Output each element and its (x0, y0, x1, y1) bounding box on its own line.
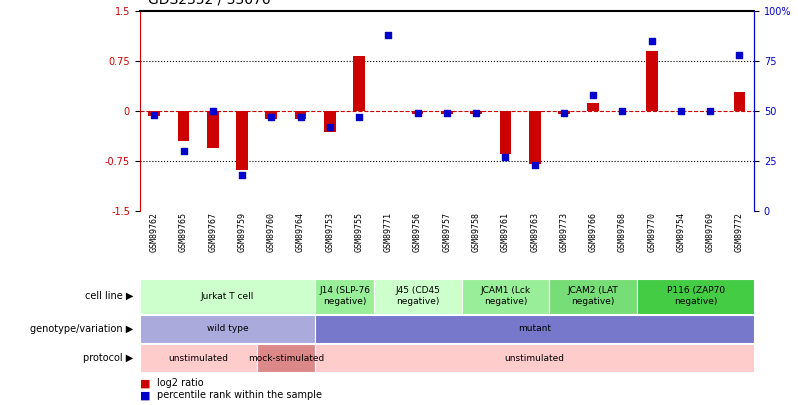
Text: GSM89767: GSM89767 (208, 212, 217, 252)
Point (616, 108, 629, 114)
Text: GDS2352 / 33676: GDS2352 / 33676 (148, 0, 271, 6)
Text: percentile rank within the sample: percentile rank within the sample (157, 390, 322, 401)
Bar (315, 315, 754, 343)
Bar (373, 279, 461, 313)
Bar (148, 111, 160, 116)
Text: wild type: wild type (207, 324, 248, 333)
Point (353, 113, 365, 120)
Text: GSM89762: GSM89762 (150, 212, 159, 252)
Bar (637, 279, 754, 313)
Text: ■: ■ (140, 378, 150, 388)
Point (294, 113, 307, 120)
Bar (354, 56, 365, 111)
Point (646, 37, 658, 44)
Point (148, 111, 160, 118)
Bar (441, 111, 452, 114)
Point (674, 108, 687, 114)
Text: GSM89756: GSM89756 (413, 212, 422, 252)
Point (411, 109, 424, 116)
Bar (266, 111, 277, 119)
Bar (324, 111, 336, 132)
Point (733, 51, 746, 58)
Text: mock-stimulated: mock-stimulated (248, 354, 324, 362)
Point (323, 124, 336, 130)
Point (440, 109, 453, 116)
Text: genotype/variation ▶: genotype/variation ▶ (30, 324, 133, 334)
Text: GSM89765: GSM89765 (179, 212, 188, 252)
Bar (549, 279, 637, 313)
Text: GSM89761: GSM89761 (501, 212, 510, 252)
Text: GSM89753: GSM89753 (326, 212, 334, 252)
Text: GSM89754: GSM89754 (677, 212, 685, 252)
Point (587, 92, 599, 98)
Bar (140, 344, 257, 372)
Bar (140, 279, 315, 313)
Bar (733, 92, 745, 111)
Bar (236, 111, 248, 170)
Text: P116 (ZAP70
negative): P116 (ZAP70 negative) (666, 286, 725, 306)
Text: GSM89755: GSM89755 (354, 212, 364, 252)
Text: GSM89757: GSM89757 (442, 212, 452, 252)
Point (207, 108, 219, 114)
Bar (178, 111, 189, 141)
Text: JCAM1 (Lck
negative): JCAM1 (Lck negative) (480, 286, 531, 306)
Text: mutant: mutant (518, 324, 551, 333)
Text: unstimulated: unstimulated (168, 354, 228, 362)
Bar (257, 344, 315, 372)
Text: Jurkat T cell: Jurkat T cell (201, 292, 254, 301)
Text: GSM89763: GSM89763 (530, 212, 539, 252)
Text: GSM89771: GSM89771 (384, 212, 393, 252)
Text: log2 ratio: log2 ratio (157, 378, 203, 388)
Text: ■: ■ (140, 390, 150, 401)
Text: JCAM2 (LAT
negative): JCAM2 (LAT negative) (568, 286, 618, 306)
Bar (315, 344, 754, 372)
Bar (315, 279, 373, 313)
Bar (500, 111, 512, 154)
Text: GSM89769: GSM89769 (705, 212, 715, 252)
Text: unstimulated: unstimulated (504, 354, 565, 362)
Bar (529, 111, 540, 164)
Point (528, 162, 541, 168)
Bar (646, 51, 658, 111)
Bar (294, 111, 306, 119)
Text: GSM89772: GSM89772 (735, 212, 744, 252)
Point (499, 153, 512, 160)
Point (265, 113, 278, 120)
Text: protocol ▶: protocol ▶ (83, 353, 133, 363)
Bar (470, 111, 482, 114)
Point (235, 172, 248, 178)
Text: GSM89766: GSM89766 (589, 212, 598, 252)
Text: J45 (CD45
negative): J45 (CD45 negative) (395, 286, 440, 306)
Point (177, 148, 190, 154)
Bar (587, 103, 599, 111)
Point (382, 31, 395, 38)
Text: GSM89773: GSM89773 (559, 212, 568, 252)
Text: GSM89758: GSM89758 (472, 212, 480, 252)
Bar (412, 111, 424, 114)
Bar (207, 111, 219, 147)
Bar (461, 279, 549, 313)
Text: GSM89770: GSM89770 (647, 212, 656, 252)
Text: GSM89759: GSM89759 (238, 212, 247, 252)
Point (704, 108, 717, 114)
Text: cell line ▶: cell line ▶ (85, 291, 133, 301)
Text: J14 (SLP-76
negative): J14 (SLP-76 negative) (319, 286, 370, 306)
Point (470, 109, 483, 116)
Bar (558, 111, 570, 114)
Bar (140, 315, 315, 343)
Text: GSM89768: GSM89768 (618, 212, 627, 252)
Point (558, 109, 571, 116)
Text: GSM89764: GSM89764 (296, 212, 305, 252)
Text: GSM89760: GSM89760 (267, 212, 276, 252)
